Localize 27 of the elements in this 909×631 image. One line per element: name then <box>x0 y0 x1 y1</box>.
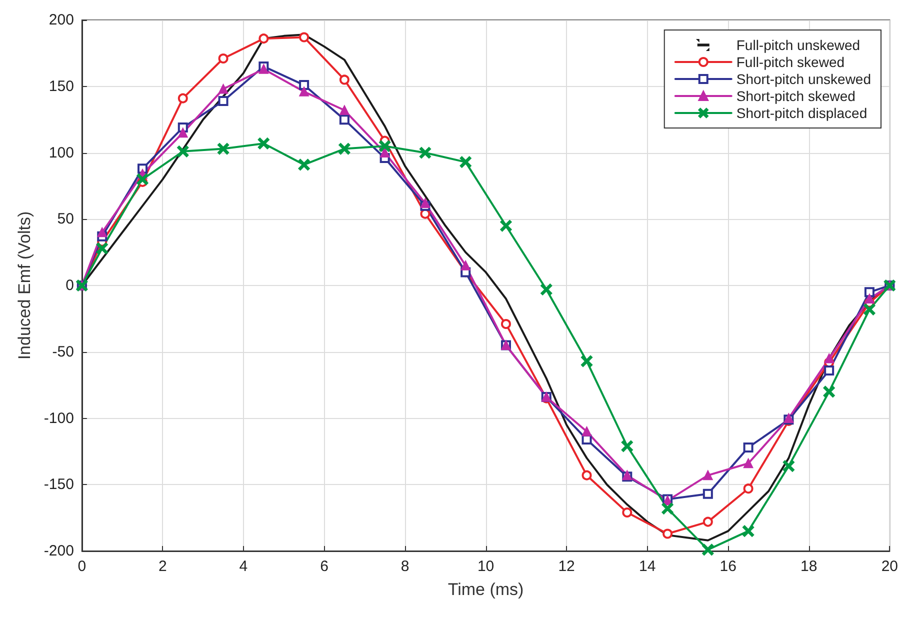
x-tick-label: 8 <box>400 558 410 575</box>
y-tick-label: -200 <box>44 542 74 560</box>
legend-label: Full-pitch unskewed <box>736 37 860 53</box>
y-tick-label: 150 <box>48 78 74 95</box>
y-tick-label: 100 <box>48 144 74 162</box>
legend-label: Short-pitch skewed <box>736 88 856 104</box>
x-tick-label: 4 <box>239 558 248 575</box>
y-tick-label: 200 <box>48 12 74 28</box>
x-axis-title: Time (ms) <box>448 580 524 599</box>
y-tick-label: 0 <box>66 277 74 294</box>
y-tick-label: 50 <box>57 210 74 228</box>
x-tick-label: 16 <box>720 558 736 575</box>
legend-label: Full-pitch skewed <box>736 54 845 70</box>
x-tick-label: 6 <box>320 558 328 575</box>
x-tick-label: 14 <box>638 558 656 575</box>
y-axis-title: Induced Emf (Volts) <box>15 211 34 360</box>
x-tick-label: 2 <box>158 558 167 575</box>
y-tick-label: -100 <box>44 410 74 427</box>
y-tick-label: -50 <box>52 343 74 360</box>
y-tick-label: -150 <box>44 476 74 494</box>
x-tick-label: 18 <box>800 558 818 575</box>
legend-label: Short-pitch unskewed <box>736 71 872 87</box>
x-tick-label: 0 <box>78 558 86 575</box>
x-tick-label: 12 <box>558 558 575 575</box>
x-tick-label: 20 <box>881 558 898 575</box>
legend-label: Short-pitch displaced <box>736 105 868 121</box>
x-tick-label: 10 <box>477 558 494 575</box>
